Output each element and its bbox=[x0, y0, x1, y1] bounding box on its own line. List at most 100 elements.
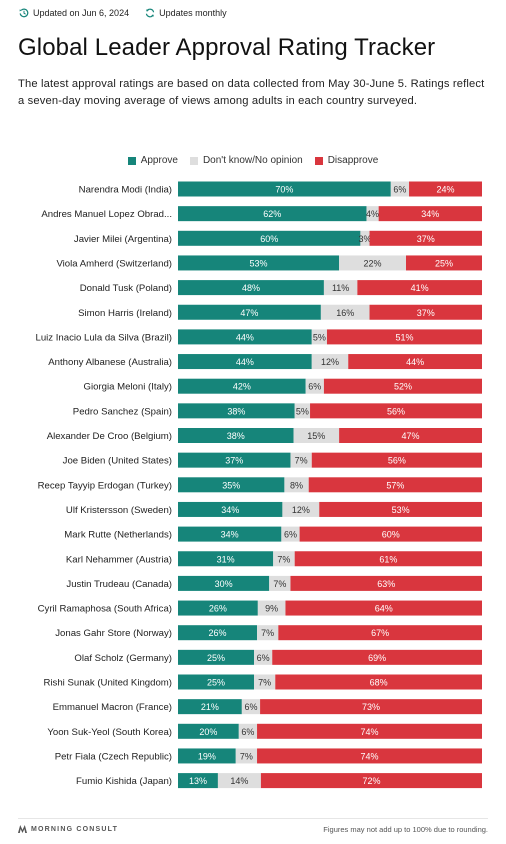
data-label-disapprove: 25% bbox=[435, 258, 453, 268]
category-label: Giorgia Meloni (Italy) bbox=[83, 382, 172, 393]
bar-unsure bbox=[241, 699, 261, 715]
bar-approve bbox=[178, 428, 294, 443]
bar-unsure bbox=[284, 477, 309, 493]
update-info-bar: Updated on Jun 6, 2024 Updates monthly bbox=[19, 8, 243, 18]
legend-swatch-approve bbox=[127, 156, 136, 165]
bar-approve bbox=[178, 625, 258, 641]
data-label-disapprove: 63% bbox=[377, 579, 395, 589]
data-label-approve: 26% bbox=[209, 628, 227, 638]
data-label-unsure: 14% bbox=[230, 776, 248, 786]
bar-unsure bbox=[311, 354, 349, 370]
update-frequency-text: Updates monthly bbox=[159, 8, 227, 18]
bar-disapprove bbox=[348, 354, 482, 370]
bar-approve bbox=[178, 600, 258, 616]
update-frequency: Updates monthly bbox=[145, 8, 227, 18]
bar-disapprove bbox=[406, 255, 482, 271]
bar-approve bbox=[178, 354, 312, 370]
bar-disapprove bbox=[369, 304, 482, 320]
data-label-approve: 37% bbox=[225, 456, 243, 466]
bar-unsure bbox=[294, 403, 311, 419]
data-label-approve: 53% bbox=[250, 258, 268, 268]
data-label-unsure: 12% bbox=[321, 357, 339, 367]
bar-approve bbox=[178, 575, 270, 591]
data-label-approve: 62% bbox=[263, 209, 281, 219]
chart-row: Ulf Kristersson (Sweden) 34% 12% 53% bbox=[66, 501, 482, 517]
chart-title: Global Leader Approval Rating Tracker bbox=[18, 34, 436, 61]
data-label-unsure: 22% bbox=[364, 258, 382, 268]
bar-disapprove bbox=[257, 723, 482, 739]
chart-row: Justin Trudeau (Canada) 30% 7% 63% bbox=[66, 575, 482, 591]
chart-row: Karl Nehammer (Austria) 31% 7% 61% bbox=[66, 551, 482, 567]
legend-item-disapprove: Disapprove bbox=[314, 155, 378, 166]
bar-disapprove bbox=[319, 501, 482, 517]
data-label-unsure: 9% bbox=[265, 604, 278, 614]
chart-row: Viola Amherd (Switzerland) 53% 22% 25% bbox=[56, 255, 482, 271]
category-label: Karl Nehammer (Austria) bbox=[66, 554, 172, 565]
bar-disapprove bbox=[311, 452, 482, 468]
bar-unsure bbox=[273, 551, 295, 567]
data-label-disapprove: 37% bbox=[417, 308, 435, 318]
bar-unsure bbox=[254, 674, 276, 690]
bar-approve bbox=[178, 378, 306, 394]
bar-approve bbox=[178, 526, 282, 542]
bar-unsure bbox=[305, 378, 324, 394]
bar-approve bbox=[178, 181, 391, 197]
data-label-disapprove: 51% bbox=[395, 332, 413, 342]
chart-row: Rishi Sunak (United Kingdom) 25% 7% 68% bbox=[43, 674, 482, 690]
data-label-disapprove: 73% bbox=[362, 702, 380, 712]
legend-item-approve: Approve bbox=[127, 155, 178, 166]
bar-disapprove bbox=[290, 575, 482, 591]
legend-swatch-unsure bbox=[189, 156, 198, 165]
morning-consult-logo: MORNING CONSULT bbox=[18, 825, 118, 833]
bar-disapprove bbox=[409, 181, 482, 197]
data-label-disapprove: 74% bbox=[361, 727, 379, 737]
data-label-unsure: 6% bbox=[244, 702, 257, 712]
category-label: Anthony Albanese (Australia) bbox=[48, 357, 172, 368]
category-label: Simon Harris (Ireland) bbox=[78, 308, 172, 319]
bar-unsure bbox=[217, 773, 261, 789]
data-label-approve: 31% bbox=[217, 554, 235, 564]
data-label-unsure: 5% bbox=[296, 406, 309, 416]
data-label-approve: 44% bbox=[236, 357, 254, 367]
chart-row: Luiz Inacio Lula da Silva (Brazil) 44% 5% 5… bbox=[35, 329, 482, 345]
chart-row: Olaf Scholz (Germany) 25% 6% 69% bbox=[74, 649, 482, 665]
bar-approve bbox=[178, 699, 242, 715]
data-label-approve: 13% bbox=[189, 776, 207, 786]
category-label: Cyril Ramaphosa (South Africa) bbox=[38, 604, 172, 615]
bar-unsure bbox=[269, 575, 291, 591]
bar-unsure bbox=[366, 206, 379, 222]
data-label-disapprove: 24% bbox=[437, 185, 455, 195]
bar-unsure bbox=[257, 600, 286, 616]
data-label-unsure: 15% bbox=[307, 431, 325, 441]
data-label-unsure: 7% bbox=[277, 554, 290, 564]
stacked-bar-chart: Narendra Modi (India) 70% 6% 24% Andres Manu… bbox=[35, 181, 482, 789]
category-label: Emmanuel Macron (France) bbox=[53, 702, 172, 713]
data-label-disapprove: 53% bbox=[392, 505, 410, 515]
data-label-disapprove: 56% bbox=[388, 456, 406, 466]
morning-consult-logo-icon bbox=[18, 825, 27, 833]
data-label-approve: 38% bbox=[227, 431, 245, 441]
bar-unsure bbox=[360, 230, 370, 246]
chart-row: Jonas Gahr Store (Norway) 26% 7% 67% bbox=[55, 625, 482, 641]
data-label-unsure: 6% bbox=[257, 653, 270, 663]
category-label: Olaf Scholz (Germany) bbox=[74, 653, 172, 664]
chart-row: Simon Harris (Ireland) 47% 16% 37% bbox=[78, 304, 482, 320]
chart-row: Emmanuel Macron (France) 21% 6% 73% bbox=[53, 699, 482, 715]
chart-row: Recep Tayyip Erdogan (Turkey) 35% 8% 57% bbox=[38, 477, 482, 493]
data-label-disapprove: 41% bbox=[411, 283, 429, 293]
bar-approve bbox=[178, 477, 285, 493]
bar-unsure bbox=[257, 625, 279, 641]
data-label-unsure: 7% bbox=[273, 579, 286, 589]
category-label: Fumio Kishida (Japan) bbox=[76, 776, 172, 787]
chart-row: Javier Milei (Argentina) 60% 3% 37% bbox=[74, 230, 482, 246]
category-label: Petr Fiala (Czech Republic) bbox=[55, 751, 172, 762]
data-label-unsure: 6% bbox=[393, 185, 406, 195]
data-label-unsure: 11% bbox=[332, 283, 349, 293]
data-label-disapprove: 47% bbox=[402, 431, 420, 441]
updated-date: Updated on Jun 6, 2024 bbox=[19, 8, 129, 18]
category-label: Luiz Inacio Lula da Silva (Brazil) bbox=[35, 332, 172, 343]
category-label: Ulf Kristersson (Sweden) bbox=[66, 505, 172, 516]
data-label-approve: 47% bbox=[240, 308, 258, 318]
bar-approve bbox=[178, 230, 361, 246]
refresh-icon bbox=[145, 8, 155, 18]
